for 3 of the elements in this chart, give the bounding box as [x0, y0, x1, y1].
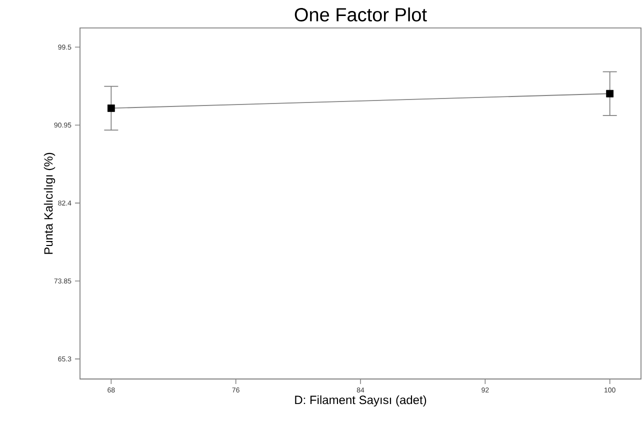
x-axis-title: D: Filament Sayısı (adet) [295, 395, 426, 407]
chart-title: One Factor Plot [294, 8, 427, 22]
y-axis-title: Punta Kalıcılıgı (%) [44, 152, 56, 254]
